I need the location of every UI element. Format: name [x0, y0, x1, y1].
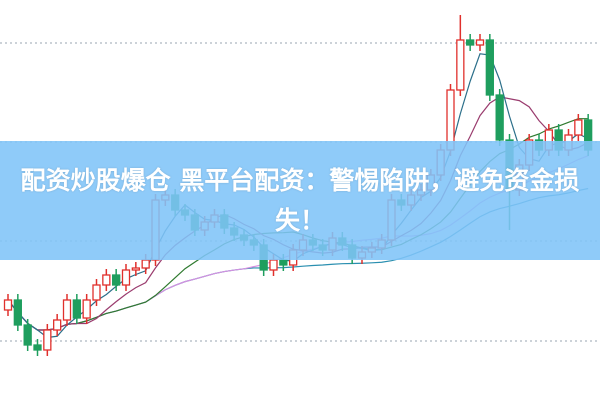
- candle-body: [574, 119, 583, 136]
- candle: [82, 294, 91, 324]
- candle-body: [3, 299, 13, 311]
- candle-body: [131, 267, 140, 271]
- candle-body: [92, 284, 101, 301]
- candle: [456, 15, 465, 96]
- candle-body: [456, 39, 465, 91]
- candle-body: [102, 274, 111, 286]
- candle-body: [13, 299, 22, 326]
- candle-body: [466, 39, 475, 46]
- candle: [131, 262, 140, 276]
- candle: [574, 114, 583, 141]
- candle-body: [53, 319, 62, 331]
- candle: [121, 264, 131, 291]
- candle-body: [495, 94, 504, 141]
- candle: [62, 294, 72, 326]
- candle: [495, 89, 504, 146]
- candle-body: [62, 299, 72, 321]
- candle: [33, 339, 42, 356]
- candle: [112, 269, 121, 291]
- candle: [92, 279, 101, 306]
- candle-body: [82, 299, 91, 319]
- candle-body: [121, 269, 131, 286]
- candle: [485, 34, 494, 101]
- candle-body: [269, 259, 278, 271]
- candle-body: [141, 259, 150, 269]
- candle-body: [43, 329, 52, 351]
- candle: [72, 294, 81, 324]
- candle-body: [475, 39, 485, 46]
- title-banner: 配资炒股爆仓 黑平台配资：警惕陷阱，避免资金损失！: [0, 141, 600, 260]
- candle: [102, 269, 111, 291]
- candle: [43, 324, 52, 356]
- candle: [3, 294, 13, 316]
- candle: [466, 34, 475, 51]
- candle: [53, 314, 62, 336]
- candle: [475, 34, 485, 51]
- candle-body: [23, 324, 32, 346]
- banner-title: 配资炒股爆仓 黑平台配资：警惕陷阱，避免资金损失！: [20, 165, 580, 235]
- candle-body: [279, 259, 288, 266]
- candle-body: [33, 344, 42, 351]
- candle-body: [485, 39, 494, 96]
- candle-body: [72, 299, 81, 319]
- candle-body: [112, 274, 121, 286]
- candle: [13, 294, 22, 331]
- candle: [23, 319, 32, 351]
